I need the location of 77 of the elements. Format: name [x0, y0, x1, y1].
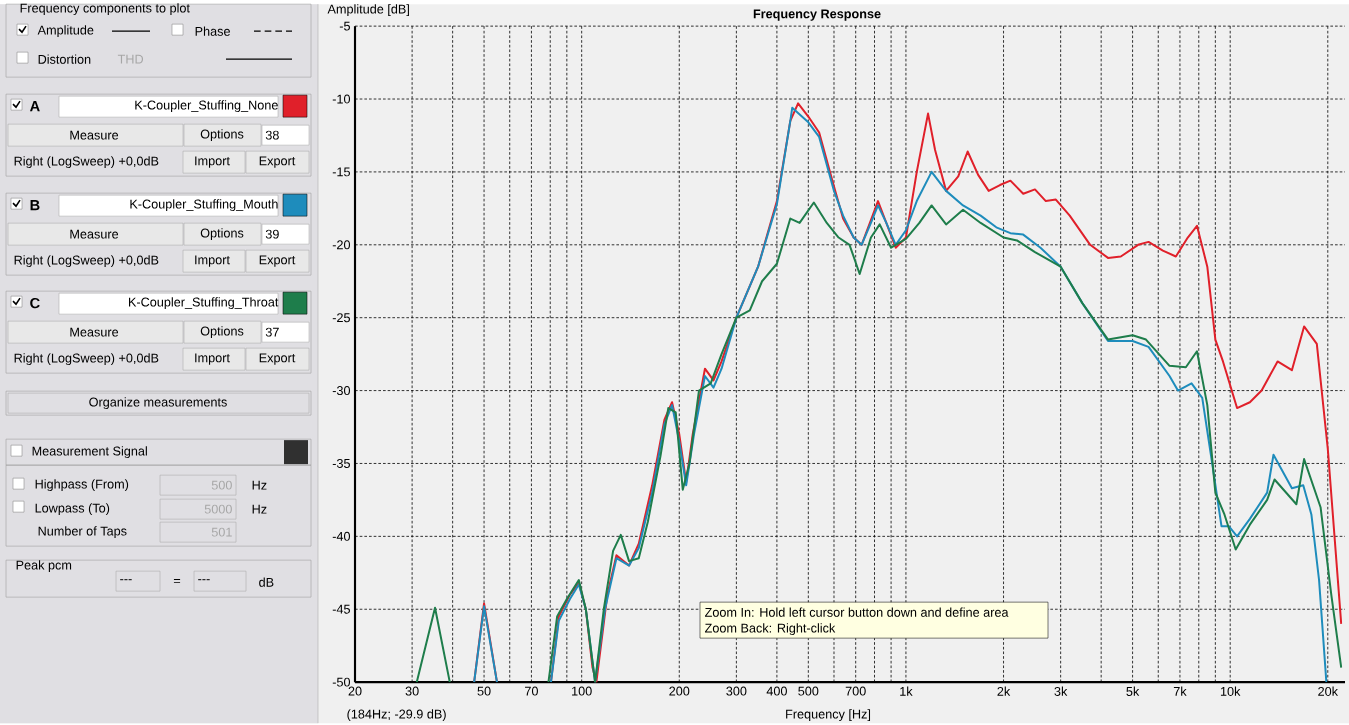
y-tick-label: -30	[332, 385, 351, 395]
x-tick-label: 2k	[997, 686, 1011, 696]
text: Options	[200, 129, 244, 141]
text: Lowpass (To)	[35, 503, 110, 515]
text: Frequency components to plot	[20, 3, 190, 15]
text: Phase	[195, 26, 230, 36]
x-tick-label: 700	[845, 686, 866, 696]
legend-label: K-Coupler_Stuffing_None	[135, 100, 278, 112]
text: 501	[211, 527, 232, 537]
text: Highpass (From)	[35, 479, 129, 491]
text: Peak pcm	[16, 560, 72, 572]
x-tick-label: 100	[572, 686, 592, 696]
text: B	[30, 199, 40, 211]
text: 39	[265, 229, 279, 239]
text: Options	[200, 326, 244, 338]
x-tick-label: 70	[525, 686, 538, 696]
y-tick-label: -45	[332, 604, 350, 614]
text: =	[173, 578, 181, 583]
y-tick-label: -5	[339, 21, 350, 31]
x-tick-label: 200	[669, 686, 690, 696]
x-tick-label: 3k	[1054, 686, 1068, 696]
x-tick-label: 30	[405, 686, 419, 696]
x-tick-label: 1k	[900, 686, 913, 696]
y-tick-label: -10	[332, 94, 351, 104]
text: Number of Taps	[38, 526, 127, 538]
text: Options	[200, 228, 244, 240]
text: Measure	[70, 130, 119, 140]
text: 38	[265, 130, 279, 140]
y-tick-label: -25	[332, 313, 350, 323]
text: A	[29, 100, 40, 112]
text: Hz	[252, 480, 267, 490]
text: C	[30, 297, 40, 309]
x-tick-label: 400	[766, 686, 787, 696]
y-tick-label: -50	[332, 677, 351, 687]
text: Import	[195, 353, 230, 365]
text: ---	[120, 579, 132, 581]
y-tick-label: -20	[332, 240, 351, 250]
legend-label: K-Coupler_Stuffing_Mouth	[130, 199, 278, 211]
text: Distortion	[38, 54, 91, 64]
text: Import	[195, 255, 230, 267]
text: dB	[259, 577, 274, 587]
text: Export	[259, 156, 296, 168]
text: Amplitude	[37, 25, 94, 37]
text: Import	[195, 156, 230, 168]
y-tick-label: -15	[332, 167, 350, 177]
annotation: Zoom In: Hold left cursor button down and define area	[705, 607, 1009, 617]
text: Measure	[70, 229, 119, 239]
text: Measurement Signal	[32, 446, 147, 458]
text: Right (LogSweep) +0,0dB	[14, 353, 159, 365]
x-tick-label: 500	[798, 686, 819, 696]
chart-title: Frequency Response	[753, 9, 881, 21]
text: 500	[211, 480, 232, 490]
x-tick-label: 50	[477, 686, 491, 696]
x-tick-label: 5k	[1126, 686, 1140, 696]
y-tick-label: -40	[332, 531, 351, 541]
x-tick-label: 20k	[1318, 686, 1339, 696]
x-axis-title: Frequency [Hz]	[786, 709, 871, 721]
text: ---	[198, 579, 210, 581]
text: Hz	[252, 504, 267, 514]
text: Export	[259, 255, 296, 267]
text: THD	[117, 54, 144, 64]
text: (184Hz; -29.9 dB)	[347, 709, 446, 721]
y-tick-label: -35	[332, 458, 350, 468]
text: Right (LogSweep) +0,0dB	[14, 255, 159, 267]
x-tick-label: 10k	[1220, 686, 1241, 696]
text: 37	[265, 327, 279, 337]
annotation: Zoom Back: Right-click	[705, 623, 836, 635]
text: Export	[259, 353, 296, 365]
y-axis-title: Amplitude [dB]	[327, 4, 409, 16]
text: Organize measurements	[89, 397, 227, 409]
legend-label: K-Coupler_Stuffing_Throat	[129, 297, 279, 309]
text: 5000	[204, 504, 232, 514]
x-tick-label: 300	[726, 686, 747, 696]
x-tick-label: 20	[348, 686, 362, 696]
text: Measure	[70, 327, 119, 337]
x-tick-label: 7k	[1173, 686, 1187, 696]
text: Right (LogSweep) +0,0dB	[14, 156, 159, 168]
